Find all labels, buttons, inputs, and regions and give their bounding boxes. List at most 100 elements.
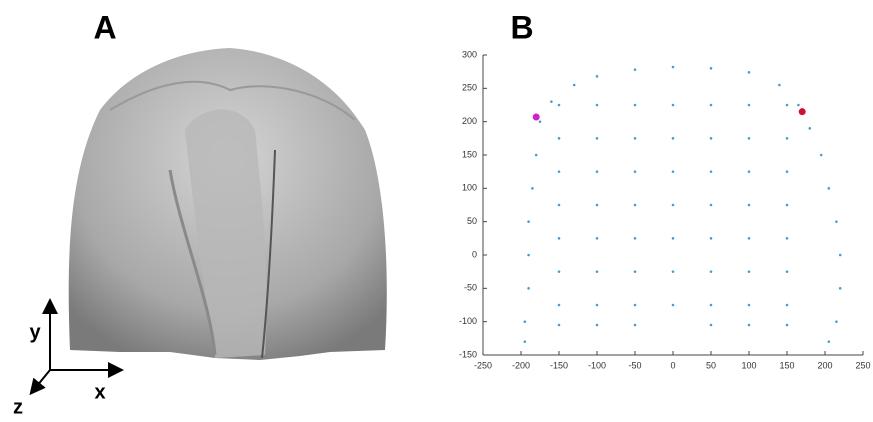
point xyxy=(527,253,530,257)
head-render xyxy=(68,48,387,360)
point xyxy=(785,203,789,207)
axis-glyph: y x z xyxy=(13,298,124,418)
point xyxy=(785,237,789,240)
point xyxy=(633,270,637,273)
point xyxy=(827,187,831,190)
point xyxy=(747,203,751,207)
point xyxy=(527,287,530,290)
point xyxy=(785,137,789,140)
y-tick-label: -100 xyxy=(459,316,477,326)
point xyxy=(595,237,599,240)
point xyxy=(709,323,713,327)
point xyxy=(557,323,561,327)
x-tick-label: -50 xyxy=(628,360,641,370)
point xyxy=(671,170,675,173)
point xyxy=(671,203,675,207)
point xyxy=(527,220,530,223)
point xyxy=(671,65,675,69)
x-tick-label: 100 xyxy=(741,360,756,370)
point xyxy=(523,320,527,323)
point xyxy=(671,270,675,273)
y-tick-label: 200 xyxy=(462,116,477,126)
x-tick-label: 150 xyxy=(779,360,794,370)
point xyxy=(747,170,751,173)
point xyxy=(633,237,637,240)
point xyxy=(557,303,561,307)
point xyxy=(709,170,713,173)
point xyxy=(595,170,599,173)
point xyxy=(595,75,599,78)
point xyxy=(838,287,842,290)
x-tick-label: -150 xyxy=(550,360,568,370)
point xyxy=(835,220,838,223)
point xyxy=(785,270,789,273)
point xyxy=(709,203,713,207)
point xyxy=(835,320,838,323)
point xyxy=(785,170,789,173)
point xyxy=(747,270,751,273)
landmark xyxy=(798,108,806,116)
point xyxy=(747,103,751,107)
point xyxy=(709,137,713,140)
point xyxy=(785,303,789,307)
point xyxy=(633,103,637,107)
point xyxy=(747,303,751,307)
point xyxy=(747,137,751,140)
point xyxy=(538,120,542,123)
point xyxy=(709,303,713,307)
point xyxy=(778,83,781,87)
point xyxy=(595,270,599,273)
axis-glyph-label: x xyxy=(94,381,105,403)
x-tick-label: -250 xyxy=(474,360,492,370)
point xyxy=(595,137,599,140)
point xyxy=(595,323,599,327)
axis-glyph-label: z xyxy=(13,396,23,417)
x-tick-label: 50 xyxy=(706,360,716,370)
point xyxy=(747,71,751,74)
point xyxy=(747,323,751,327)
point xyxy=(819,153,823,157)
point xyxy=(595,103,599,107)
point xyxy=(557,170,561,173)
point xyxy=(557,270,561,273)
point xyxy=(709,67,713,70)
point xyxy=(808,127,812,130)
y-tick-label: -50 xyxy=(464,283,477,293)
x-tick-label: -200 xyxy=(512,360,530,370)
point xyxy=(671,103,675,107)
point xyxy=(671,137,675,140)
point xyxy=(523,340,527,343)
point xyxy=(709,270,713,273)
point xyxy=(838,253,842,257)
y-tick-label: 250 xyxy=(462,83,477,93)
point xyxy=(797,103,800,107)
point xyxy=(550,100,553,103)
axis-glyph-label: y xyxy=(29,321,41,343)
point xyxy=(557,203,561,207)
y-tick-label: 100 xyxy=(462,183,477,193)
point xyxy=(534,153,538,157)
y-tick-label: 150 xyxy=(462,149,477,159)
point xyxy=(633,303,637,307)
panel-label: A xyxy=(93,9,116,45)
y-tick-label: 50 xyxy=(467,216,477,226)
point xyxy=(747,237,751,240)
point xyxy=(595,203,599,207)
point xyxy=(785,103,789,107)
y-tick-label: 300 xyxy=(462,49,477,59)
landmark xyxy=(532,113,540,121)
point xyxy=(671,237,675,240)
point xyxy=(557,103,561,107)
panel-label: B xyxy=(510,9,533,45)
point xyxy=(671,303,675,307)
point xyxy=(557,137,561,140)
y-tick-label: -150 xyxy=(459,349,477,359)
point xyxy=(785,323,789,327)
point xyxy=(595,303,599,307)
x-tick-label: 0 xyxy=(670,360,675,370)
point xyxy=(827,340,831,343)
x-tick-label: -100 xyxy=(588,360,606,370)
point xyxy=(633,170,637,173)
point xyxy=(572,83,576,87)
